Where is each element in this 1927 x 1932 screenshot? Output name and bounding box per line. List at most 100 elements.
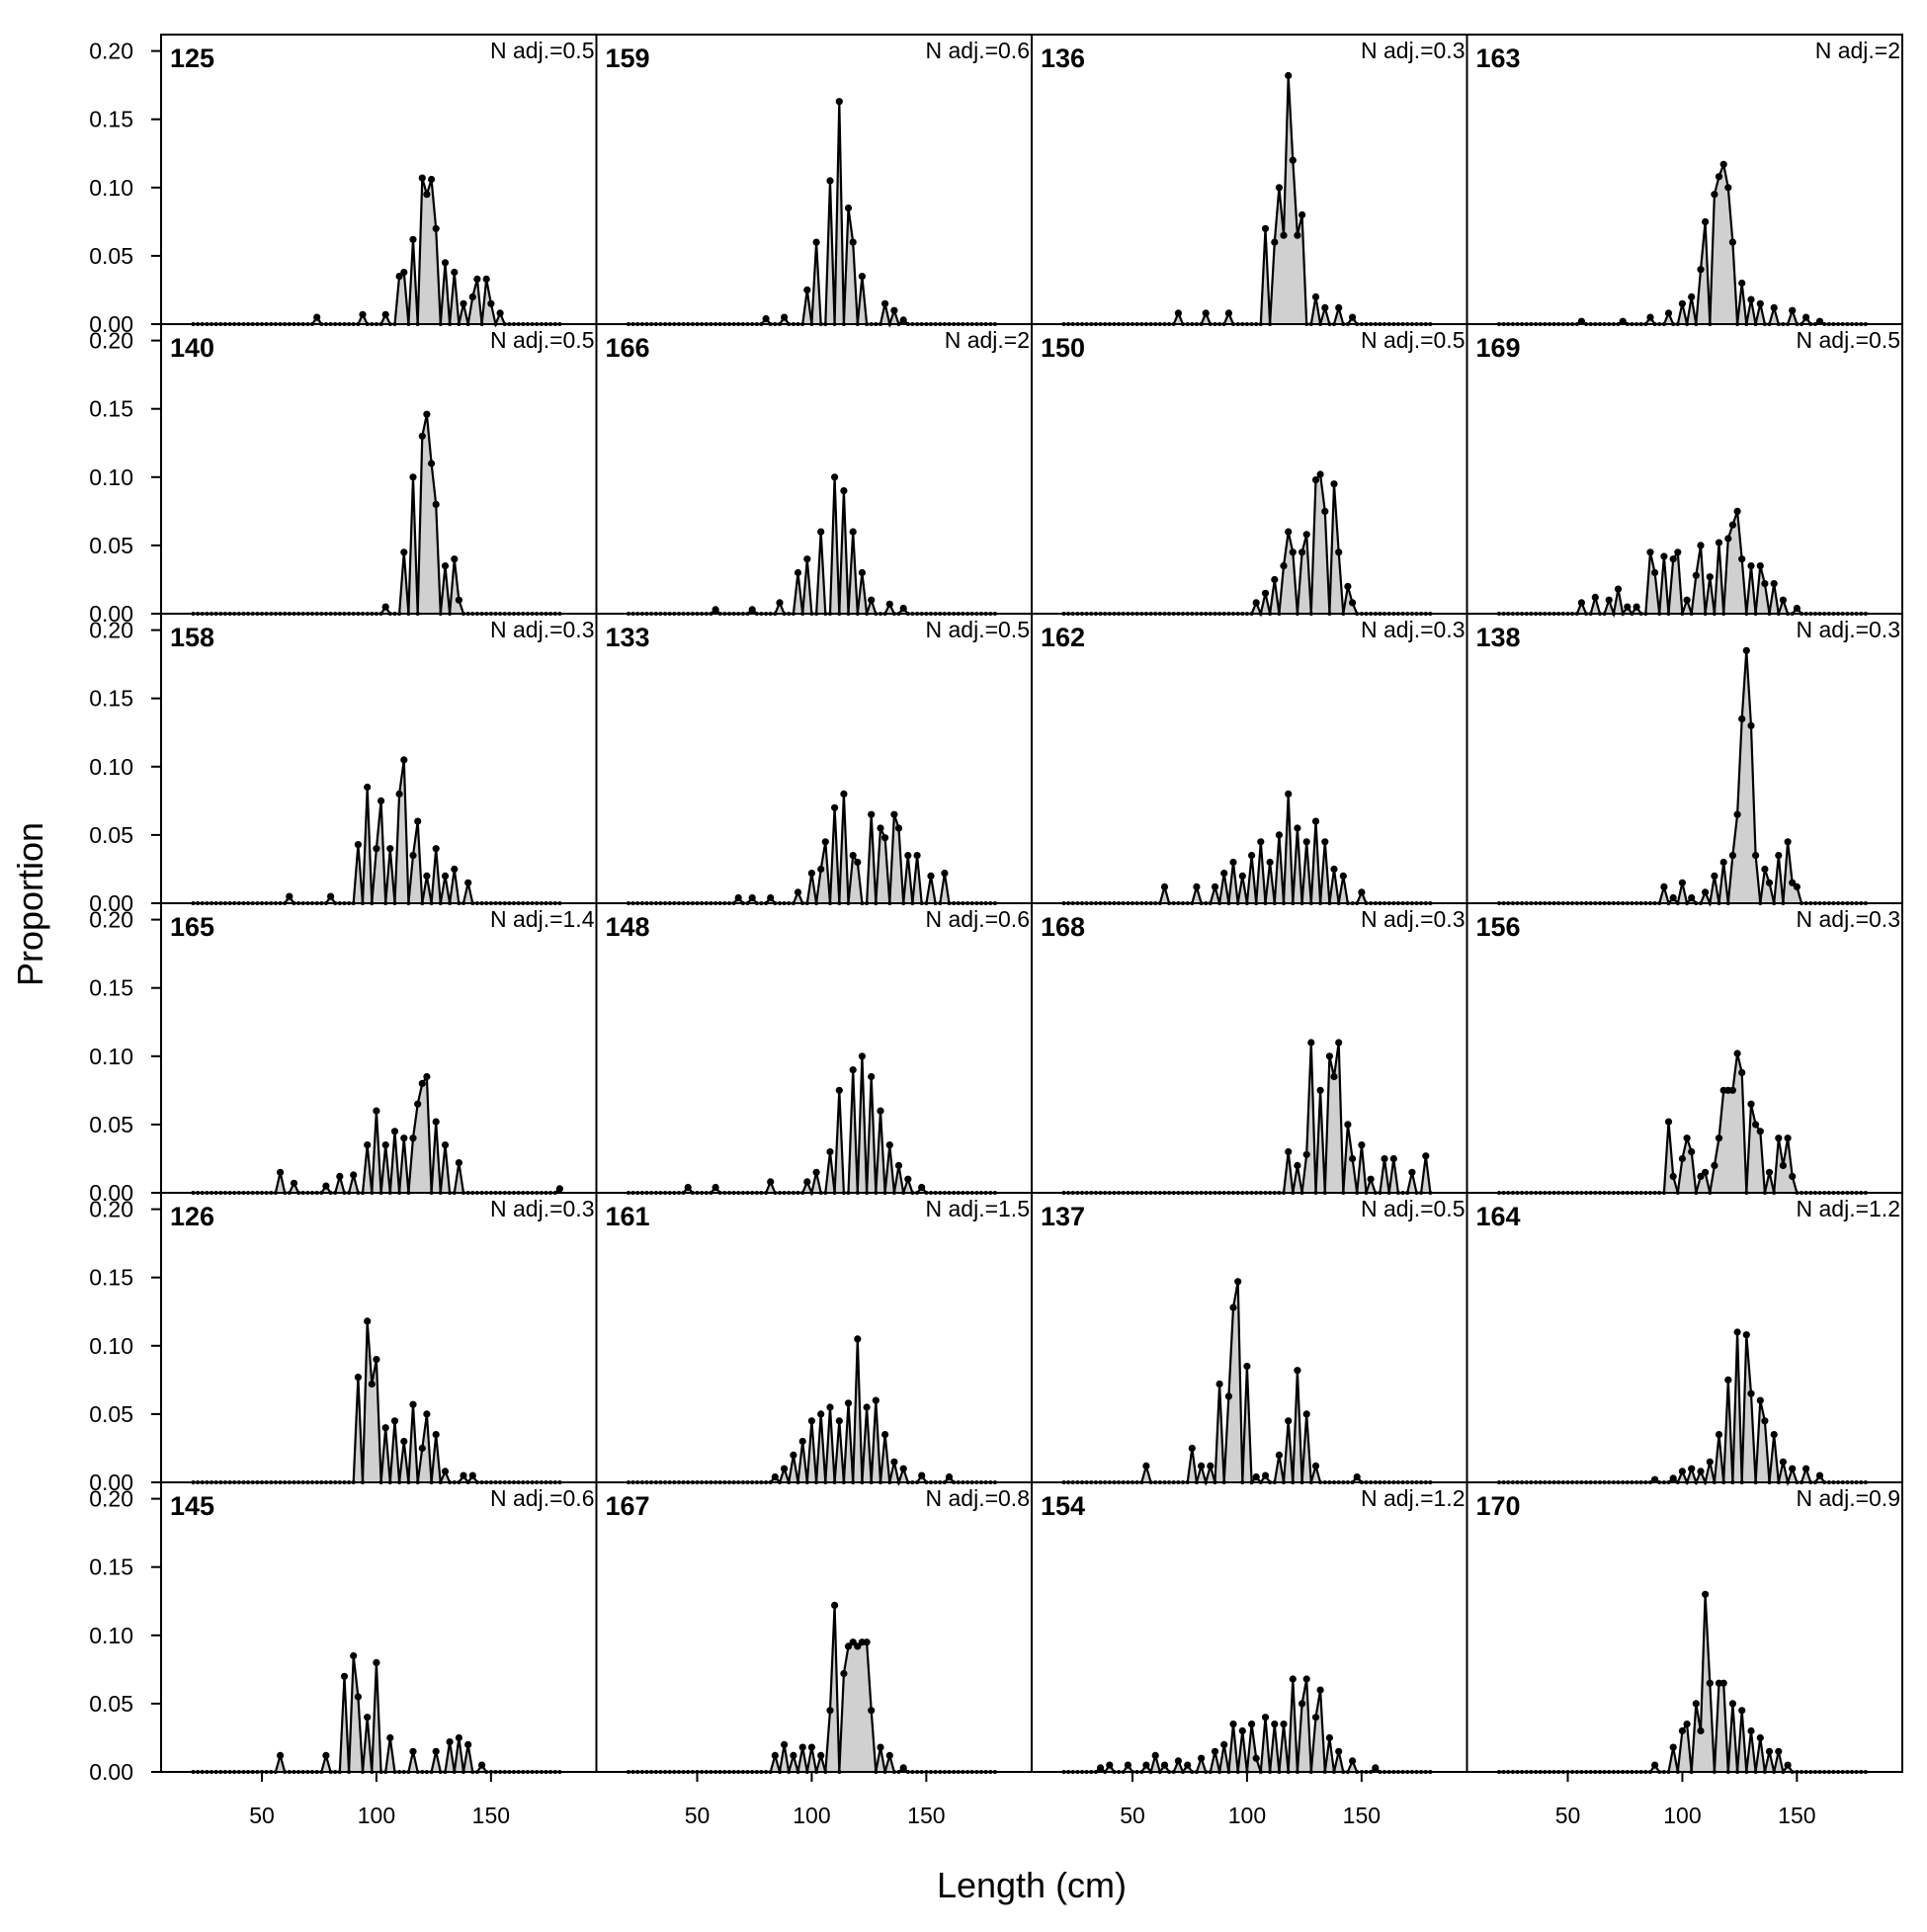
area-fill: [1063, 794, 1431, 903]
panel-id-label: 168: [1041, 912, 1085, 942]
data-point: [1688, 893, 1696, 902]
data-point: [1614, 585, 1623, 593]
data-point: [1747, 1100, 1755, 1108]
data-point: [899, 604, 907, 613]
data-point: [1198, 1754, 1206, 1762]
data-point: [1742, 646, 1750, 654]
x-tick-label: 150: [1778, 1803, 1815, 1828]
data-point: [1097, 1764, 1105, 1772]
data-point: [1577, 599, 1585, 607]
data-point: [460, 299, 467, 307]
data-point: [849, 238, 857, 246]
data-point: [373, 1356, 380, 1364]
data-point: [1248, 1721, 1256, 1728]
data-point: [432, 845, 440, 853]
data-point: [1815, 1471, 1824, 1479]
data-point: [1789, 1465, 1797, 1472]
x-axis-title: Length (cm): [937, 1865, 1127, 1905]
data-point: [1789, 306, 1797, 314]
data-point: [1678, 1154, 1686, 1163]
data-point: [432, 1747, 440, 1755]
panel-id-label: 148: [606, 912, 650, 942]
data-point: [1669, 1172, 1677, 1180]
data-point: [432, 1118, 440, 1126]
data-point: [1207, 1462, 1215, 1470]
data-point: [354, 1693, 362, 1701]
data-point: [1697, 1726, 1705, 1735]
data-point: [1784, 1761, 1792, 1769]
x-tick-label: 150: [1343, 1803, 1381, 1828]
data-point: [899, 316, 907, 324]
data-point: [428, 460, 436, 467]
y-tick-label: 0.15: [89, 396, 133, 422]
data-point: [854, 1335, 862, 1343]
data-point: [432, 224, 440, 232]
data-point: [386, 845, 394, 853]
area-fill: [193, 414, 560, 614]
data-point: [1702, 888, 1710, 896]
data-point: [418, 174, 426, 182]
panel-id-label: 159: [606, 43, 650, 73]
panel-133: 133 N adj.=0.5: [595, 613, 1033, 905]
data-point: [1238, 872, 1246, 881]
data-point: [872, 1396, 880, 1404]
data-point: [1728, 852, 1736, 860]
y-tick-label: 0.00: [89, 601, 133, 627]
data-point: [1715, 1134, 1723, 1142]
data-point: [381, 1141, 389, 1149]
nadj-label: N adj.=2: [945, 327, 1030, 353]
data-point: [1321, 303, 1329, 311]
panel-161: 161 N adj.=1.5: [595, 1192, 1033, 1487]
data-point: [1316, 1686, 1324, 1694]
nadj-label: N adj.=0.8: [926, 1485, 1031, 1511]
y-tick-label: 0.10: [89, 464, 133, 490]
nadj-label: N adj.=0.3: [490, 1196, 595, 1221]
data-point: [487, 299, 495, 307]
area-fill: [628, 794, 995, 903]
data-point: [340, 1672, 349, 1680]
data-point: [464, 879, 472, 886]
panel-162: 162 N adj.=0.3: [1031, 613, 1468, 905]
data-point: [817, 865, 825, 874]
data-point: [1747, 1389, 1755, 1397]
series-line: [193, 177, 560, 328]
data-point: [1302, 1675, 1310, 1683]
data-point: [885, 1141, 893, 1149]
panel-167: 167 N adj.=0.8: [595, 1481, 1033, 1774]
panel-id-label: 138: [1476, 623, 1521, 652]
data-point: [868, 1072, 876, 1081]
data-point: [1747, 1726, 1755, 1735]
data-point: [1711, 191, 1718, 199]
data-point: [400, 268, 408, 277]
data-point: [1349, 1154, 1357, 1163]
data-point: [1224, 309, 1232, 317]
data-point: [1311, 817, 1320, 825]
data-point: [1285, 528, 1293, 536]
axes-layer: 0.000.050.100.150.200.000.050.100.150.20…: [89, 39, 1815, 1828]
data-point: [790, 1751, 797, 1759]
panel-id-label: 169: [1476, 333, 1521, 363]
data-point: [377, 797, 385, 805]
data-point: [1311, 1714, 1320, 1722]
data-point: [1285, 1417, 1293, 1425]
data-point: [418, 432, 426, 440]
nadj-label: N adj.=1.5: [926, 1196, 1031, 1221]
data-point: [1688, 293, 1696, 300]
x-tick-label: 50: [685, 1803, 711, 1828]
data-point: [473, 275, 481, 283]
area-fill: [1063, 474, 1431, 614]
data-point: [1238, 1726, 1246, 1735]
data-point: [890, 306, 898, 314]
data-point: [1422, 1152, 1430, 1160]
data-point: [1802, 313, 1810, 321]
data-point: [712, 606, 719, 614]
data-point: [904, 852, 912, 860]
data-point: [1389, 1154, 1397, 1163]
data-point: [1311, 1462, 1320, 1470]
data-point: [840, 1669, 848, 1678]
data-point: [1193, 882, 1201, 891]
data-point: [395, 790, 403, 798]
data-point: [1335, 303, 1343, 311]
data-point: [807, 1743, 816, 1751]
panel-border: [1466, 1192, 1903, 1483]
